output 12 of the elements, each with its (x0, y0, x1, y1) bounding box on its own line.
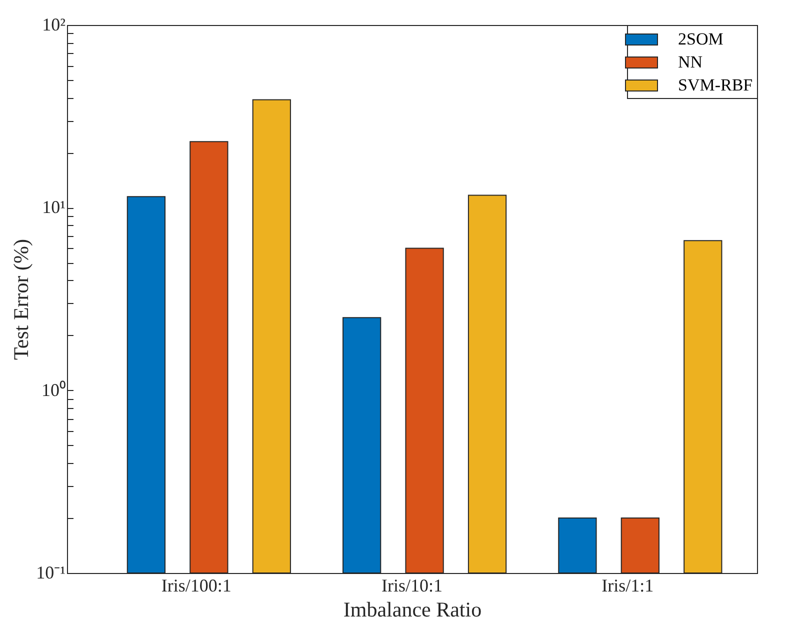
x-tick-label: Iris/1:1 (602, 576, 654, 596)
y-tick-label: 10² (42, 14, 66, 34)
y-tick-label: 10⁰ (42, 380, 66, 400)
y-axis-title: Test Error (%) (9, 239, 34, 360)
x-tick-label: Iris/10:1 (382, 576, 442, 596)
y-tick-label: 10⁻¹ (36, 562, 66, 582)
x-tick-label: Iris/100:1 (161, 576, 232, 596)
legend-label: SVM-RBF (678, 76, 753, 94)
x-axis-title: Imbalance Ratio (343, 598, 482, 622)
legend-label: NN (678, 52, 703, 72)
legend-label: 2SOM (678, 30, 724, 48)
y-tick-label: 10¹ (42, 197, 66, 218)
